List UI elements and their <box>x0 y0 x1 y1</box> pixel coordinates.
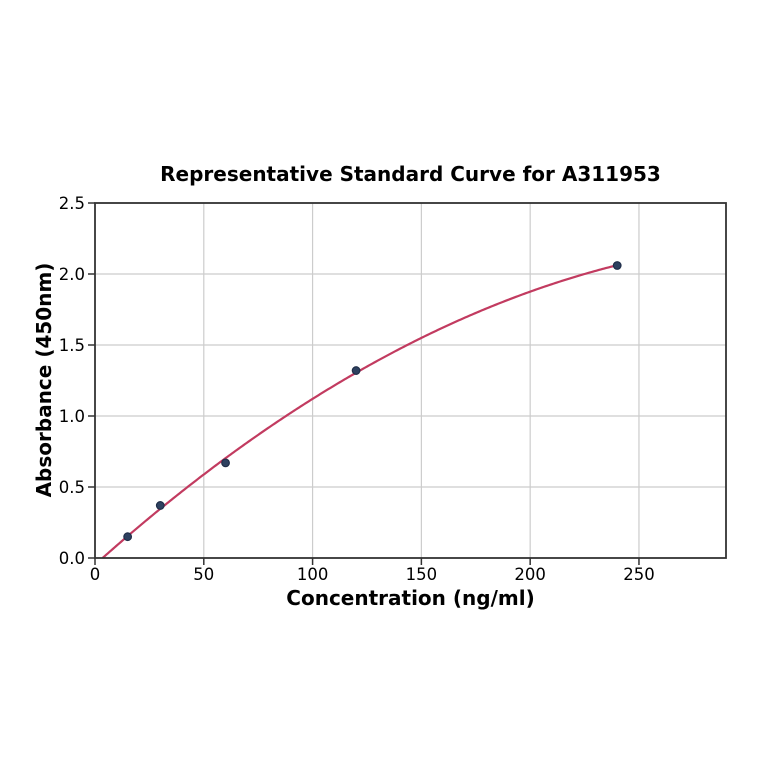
y-axis-ticks: 0.0 0.5 1.0 1.5 2.0 2.5 <box>59 194 95 568</box>
x-tick-label: 50 <box>193 565 214 584</box>
x-tick-label: 100 <box>297 565 329 584</box>
fit-curve-path <box>102 264 619 559</box>
y-tick-label: 2.5 <box>59 194 85 213</box>
y-axis-label: Absorbance (450nm) <box>32 262 56 498</box>
grid-layer <box>95 202 726 558</box>
x-tick-label: 200 <box>514 565 546 584</box>
y-tick-label: 1.5 <box>59 336 85 355</box>
x-tick-label: 150 <box>406 565 438 584</box>
data-point <box>351 366 361 375</box>
data-point <box>221 458 230 468</box>
y-tick-label: 0.5 <box>59 478 85 497</box>
data-point <box>123 532 133 542</box>
chart-title: Representative Standard Curve for A31195… <box>160 162 661 186</box>
x-axis-ticks: 0 50 100 150 200 250 <box>90 558 655 584</box>
data-point <box>612 261 622 270</box>
x-tick-label: 0 <box>90 565 101 584</box>
data-point <box>155 501 165 510</box>
axes-box <box>94 202 727 559</box>
x-tick-label: 250 <box>623 565 655 584</box>
y-tick-label: 2.0 <box>59 265 85 284</box>
x-axis-label: Concentration (ng/ml) <box>286 586 535 610</box>
y-tick-label: 0.0 <box>59 549 85 568</box>
y-tick-label: 1.0 <box>59 407 85 426</box>
data-points <box>123 261 622 542</box>
